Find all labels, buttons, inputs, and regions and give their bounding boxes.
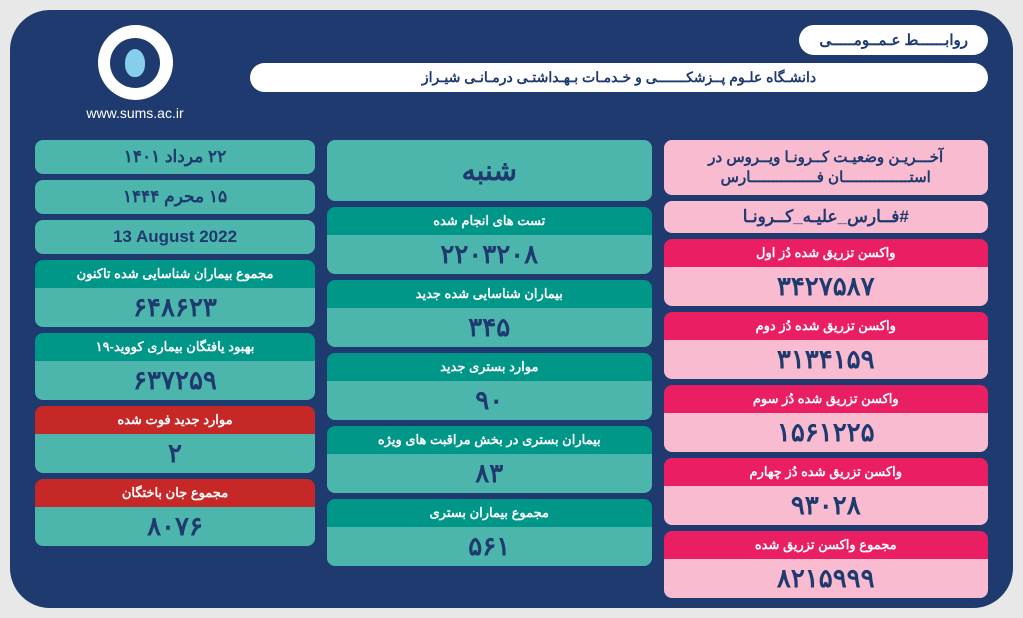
new-hosp-value: ۹۰ [327, 381, 652, 420]
dose3-value: ۱۵۶۱۲۲۵ [664, 413, 989, 452]
status-title: آخـــریـن وضعیـت کــرونـا ویــروس در است… [664, 140, 989, 195]
total-vaccine-label: مجموع واکسن تزریق شده [664, 531, 989, 559]
new-cases-value: ۳۴۵ [327, 308, 652, 347]
total-deaths-value: ۸۰۷۶ [35, 507, 315, 546]
total-cases-label: مجموع بیماران شناسایی شده تاکنون [35, 260, 315, 288]
icu-pair: بیماران بستری در بخش مراقبت های ویژه ۸۳ [327, 426, 652, 493]
header: روابــــــط عـمــومـــــی دانشـگاه علـوم… [35, 25, 988, 121]
dose4-value: ۹۳۰۲۸ [664, 486, 989, 525]
new-deaths-label: موارد جدید فوت شده [35, 406, 315, 434]
new-hosp-pair: موارد بستری جدید ۹۰ [327, 353, 652, 420]
tests-label: تست های انجام شده [327, 207, 652, 235]
dose3-pair: واکسن تزریق شده دُز سوم ۱۵۶۱۲۲۵ [664, 385, 989, 452]
day-name: شنبه [327, 140, 652, 201]
total-cases-value: ۶۴۸۶۲۳ [35, 288, 315, 327]
total-hosp-pair: مجموع بیماران بستری ۵۶۱ [327, 499, 652, 566]
icu-label: بیماران بستری در بخش مراقبت های ویژه [327, 426, 652, 454]
dose4-label: واکسن تزریق شده دُز چهارم [664, 458, 989, 486]
icu-value: ۸۳ [327, 454, 652, 493]
tests-pair: تست های انجام شده ۲۲۰۳۲۰۸ [327, 207, 652, 274]
recovered-pair: بهبود یافتگان بیماری کووید-۱۹ ۶۳۷۲۵۹ [35, 333, 315, 400]
university-pill: دانشـگاه علـوم پــزشکـــــــی و خـدمـات … [250, 63, 988, 92]
pr-pill: روابــــــط عـمــومـــــی [799, 25, 988, 55]
university-logo-icon [98, 25, 173, 100]
date-arabic: ۱۵ محرم ۱۴۴۴ [35, 180, 315, 214]
tests-value: ۲۲۰۳۲۰۸ [327, 235, 652, 274]
cases-column: شنبه تست های انجام شده ۲۲۰۳۲۰۸ بیماران ش… [327, 140, 652, 588]
new-hosp-label: موارد بستری جدید [327, 353, 652, 381]
dose1-pair: واکسن تزریق شده دُز اول ۳۴۲۷۵۸۷ [664, 239, 989, 306]
dose3-label: واکسن تزریق شده دُز سوم [664, 385, 989, 413]
new-deaths-pair: موارد جدید فوت شده ۲ [35, 406, 315, 473]
dose1-value: ۳۴۲۷۵۸۷ [664, 267, 989, 306]
total-cases-pair: مجموع بیماران شناسایی شده تاکنون ۶۴۸۶۲۳ [35, 260, 315, 327]
summary-column: ۲۲ مرداد ۱۴۰۱ ۱۵ محرم ۱۴۴۴ 13 August 202… [35, 140, 315, 588]
logo-block: www.sums.ac.ir [35, 25, 235, 121]
total-deaths-pair: مجموع جان باختگان ۸۰۷۶ [35, 479, 315, 546]
total-deaths-label: مجموع جان باختگان [35, 479, 315, 507]
dose1-label: واکسن تزریق شده دُز اول [664, 239, 989, 267]
new-cases-label: بیماران شناسایی شده جدید [327, 280, 652, 308]
date-persian: ۲۲ مرداد ۱۴۰۱ [35, 140, 315, 174]
covid-stats-card: روابــــــط عـمــومـــــی دانشـگاه علـوم… [10, 10, 1013, 608]
total-hosp-label: مجموع بیماران بستری [327, 499, 652, 527]
vaccine-column: آخـــریـن وضعیـت کــرونـا ویــروس در است… [664, 140, 989, 588]
date-english: 13 August 2022 [35, 220, 315, 254]
content-row: آخـــریـن وضعیـت کــرونـا ویــروس در است… [35, 140, 988, 588]
recovered-label: بهبود یافتگان بیماری کووید-۱۹ [35, 333, 315, 361]
hashtag: #فــارس_علیـه_کــرونـا [664, 201, 989, 233]
new-cases-pair: بیماران شناسایی شده جدید ۳۴۵ [327, 280, 652, 347]
dose2-value: ۳۱۳۴۱۵۹ [664, 340, 989, 379]
new-deaths-value: ۲ [35, 434, 315, 473]
total-vaccine-pair: مجموع واکسن تزریق شده ۸۲۱۵۹۹۹ [664, 531, 989, 598]
url-text: www.sums.ac.ir [86, 105, 183, 121]
header-titles: روابــــــط عـمــومـــــی دانشـگاه علـوم… [250, 25, 988, 92]
total-vaccine-value: ۸۲۱۵۹۹۹ [664, 559, 989, 598]
total-hosp-value: ۵۶۱ [327, 527, 652, 566]
dose2-label: واکسن تزریق شده دُز دوم [664, 312, 989, 340]
dose4-pair: واکسن تزریق شده دُز چهارم ۹۳۰۲۸ [664, 458, 989, 525]
recovered-value: ۶۳۷۲۵۹ [35, 361, 315, 400]
dose2-pair: واکسن تزریق شده دُز دوم ۳۱۳۴۱۵۹ [664, 312, 989, 379]
